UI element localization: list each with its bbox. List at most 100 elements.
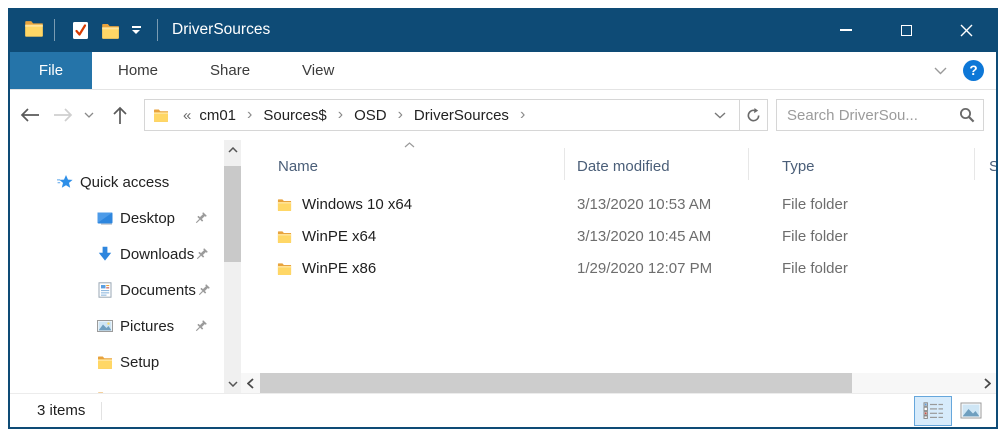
pin-icon <box>193 211 208 226</box>
file-date-modified: 3/13/2020 10:53 AM <box>577 195 712 213</box>
close-button[interactable] <box>936 8 996 52</box>
sidebar-item-label: Documents <box>120 281 196 299</box>
file-name: WinPE x64 <box>302 227 377 245</box>
breadcrumb-cm01[interactable]: cm01 <box>199 106 237 124</box>
chevron-up-icon <box>227 146 238 153</box>
back-button[interactable] <box>10 99 50 131</box>
explorer-window: DriverSources File Home Share View ? <box>8 8 998 429</box>
folder-icon <box>153 107 169 123</box>
column-label: Date modified <box>577 158 670 175</box>
scrollbar-thumb[interactable] <box>260 373 852 393</box>
table-row[interactable]: Windows 10 x64 3/13/2020 10:53 AM File f… <box>241 188 996 220</box>
scroll-right-button[interactable] <box>978 373 996 393</box>
tab-view[interactable]: View <box>302 62 335 79</box>
breadcrumb-chevron-icon[interactable]: › <box>247 106 253 123</box>
sidebar-item-downloads[interactable]: Downloads <box>10 236 224 272</box>
quick-access-star-icon <box>57 175 73 188</box>
maximize-button[interactable] <box>876 8 936 52</box>
column-header-date-modified[interactable]: Date modified <box>565 140 749 182</box>
details-view-button[interactable] <box>914 395 952 426</box>
chevron-down-icon <box>227 380 238 387</box>
main-area: Quick access Desktop Downloads <box>10 140 996 393</box>
titlebar-separator <box>157 19 158 41</box>
sidebar-item-quick-access[interactable]: Quick access <box>10 164 224 200</box>
folder-icon <box>276 229 293 244</box>
file-date-modified: 1/29/2020 12:07 PM <box>577 259 713 277</box>
qat-new-folder-button[interactable] <box>95 15 125 45</box>
sidebar-item-setup[interactable]: Setup <box>10 344 224 380</box>
column-header-name[interactable]: Name <box>241 140 565 182</box>
horizontal-scrollbar[interactable] <box>241 373 996 393</box>
recent-locations-dropdown[interactable] <box>76 99 102 131</box>
breadcrumb-sources[interactable]: Sources$ <box>263 106 327 124</box>
search-box[interactable] <box>776 99 984 131</box>
arrow-left-icon <box>20 108 39 122</box>
file-list-pane: Name Date modified Type Size <box>241 140 996 393</box>
folder-icon <box>97 354 113 370</box>
breadcrumb-osd[interactable]: OSD <box>354 106 387 124</box>
search-input[interactable] <box>787 106 959 124</box>
address-row: « cm01 › Sources$ › OSD › DriverSources … <box>10 90 996 140</box>
scrollbar-thumb[interactable] <box>224 166 241 262</box>
scroll-down-button[interactable] <box>224 374 241 393</box>
column-label: Size <box>989 158 996 175</box>
large-thumbnails-view-button[interactable] <box>952 396 990 426</box>
breadcrumb-chevron-icon[interactable]: › <box>337 106 344 123</box>
folder-icon <box>276 261 293 276</box>
address-dropdown-button[interactable] <box>707 100 733 130</box>
sidebar-scrollbar[interactable] <box>224 140 241 393</box>
sidebar-item-pictures[interactable]: Pictures <box>10 308 224 344</box>
chevron-right-icon <box>983 377 991 389</box>
close-icon <box>960 24 972 36</box>
table-row[interactable]: WinPE x86 1/29/2020 12:07 PM File folder <box>241 252 996 284</box>
forward-button[interactable] <box>50 99 76 131</box>
sidebar-item-partial[interactable] <box>10 380 224 393</box>
minimize-icon <box>840 29 852 31</box>
help-button[interactable]: ? <box>963 60 984 81</box>
chevron-down-icon <box>934 67 946 74</box>
window-title: DriverSources <box>172 21 271 38</box>
breadcrumb-chevron-icon[interactable]: › <box>397 106 403 123</box>
sidebar-item-label: Desktop <box>120 209 176 227</box>
breadcrumb-driversources[interactable]: DriverSources <box>413 106 509 124</box>
sidebar-item-desktop[interactable]: Desktop <box>10 200 224 236</box>
arrow-up-icon <box>113 106 127 124</box>
sidebar-item-label: Downloads <box>120 245 195 263</box>
status-divider <box>101 401 103 420</box>
column-header-type[interactable]: Type <box>749 140 975 182</box>
column-header-size[interactable]: Size <box>975 140 996 182</box>
chevron-down-icon <box>714 111 726 119</box>
expand-ribbon-button[interactable] <box>923 52 957 89</box>
item-count: 3 items <box>37 402 86 419</box>
tab-file[interactable]: File <box>10 52 92 89</box>
tab-home[interactable]: Home <box>118 62 159 79</box>
minimize-button[interactable] <box>816 8 876 52</box>
downloads-icon <box>98 246 112 261</box>
titlebar: DriverSources <box>10 8 996 52</box>
search-icon[interactable] <box>959 107 975 123</box>
tab-share[interactable]: Share <box>210 62 251 79</box>
sidebar-item-documents[interactable]: Documents <box>10 272 224 308</box>
scroll-up-button[interactable] <box>224 140 241 159</box>
breadcrumb-chevron-icon[interactable]: › <box>519 106 526 123</box>
sidebar-item-label: Quick access <box>80 173 170 191</box>
sidebar-item-label: Pictures <box>120 317 175 335</box>
app-folder-icon <box>24 18 44 43</box>
document-icon <box>98 282 112 298</box>
qat-properties-button[interactable] <box>65 15 95 45</box>
column-headers: Name Date modified Type Size <box>241 140 996 182</box>
breadcrumb-overflow[interactable]: « <box>183 106 192 124</box>
refresh-button[interactable] <box>740 99 768 131</box>
address-bar[interactable]: « cm01 › Sources$ › OSD › DriverSources … <box>144 99 740 131</box>
qat-customize-dropdown[interactable] <box>125 15 147 45</box>
file-type: File folder <box>782 227 848 245</box>
scroll-left-button[interactable] <box>241 373 259 393</box>
sort-ascending-icon <box>404 142 415 148</box>
column-label: Name <box>278 158 319 175</box>
table-row[interactable]: WinPE x64 3/13/2020 10:45 AM File folder <box>241 220 996 252</box>
up-button[interactable] <box>102 99 138 131</box>
sidebar-item-label: Setup <box>120 353 160 371</box>
file-type: File folder <box>782 195 848 213</box>
titlebar-separator <box>54 19 55 41</box>
file-name: WinPE x86 <box>302 259 377 277</box>
